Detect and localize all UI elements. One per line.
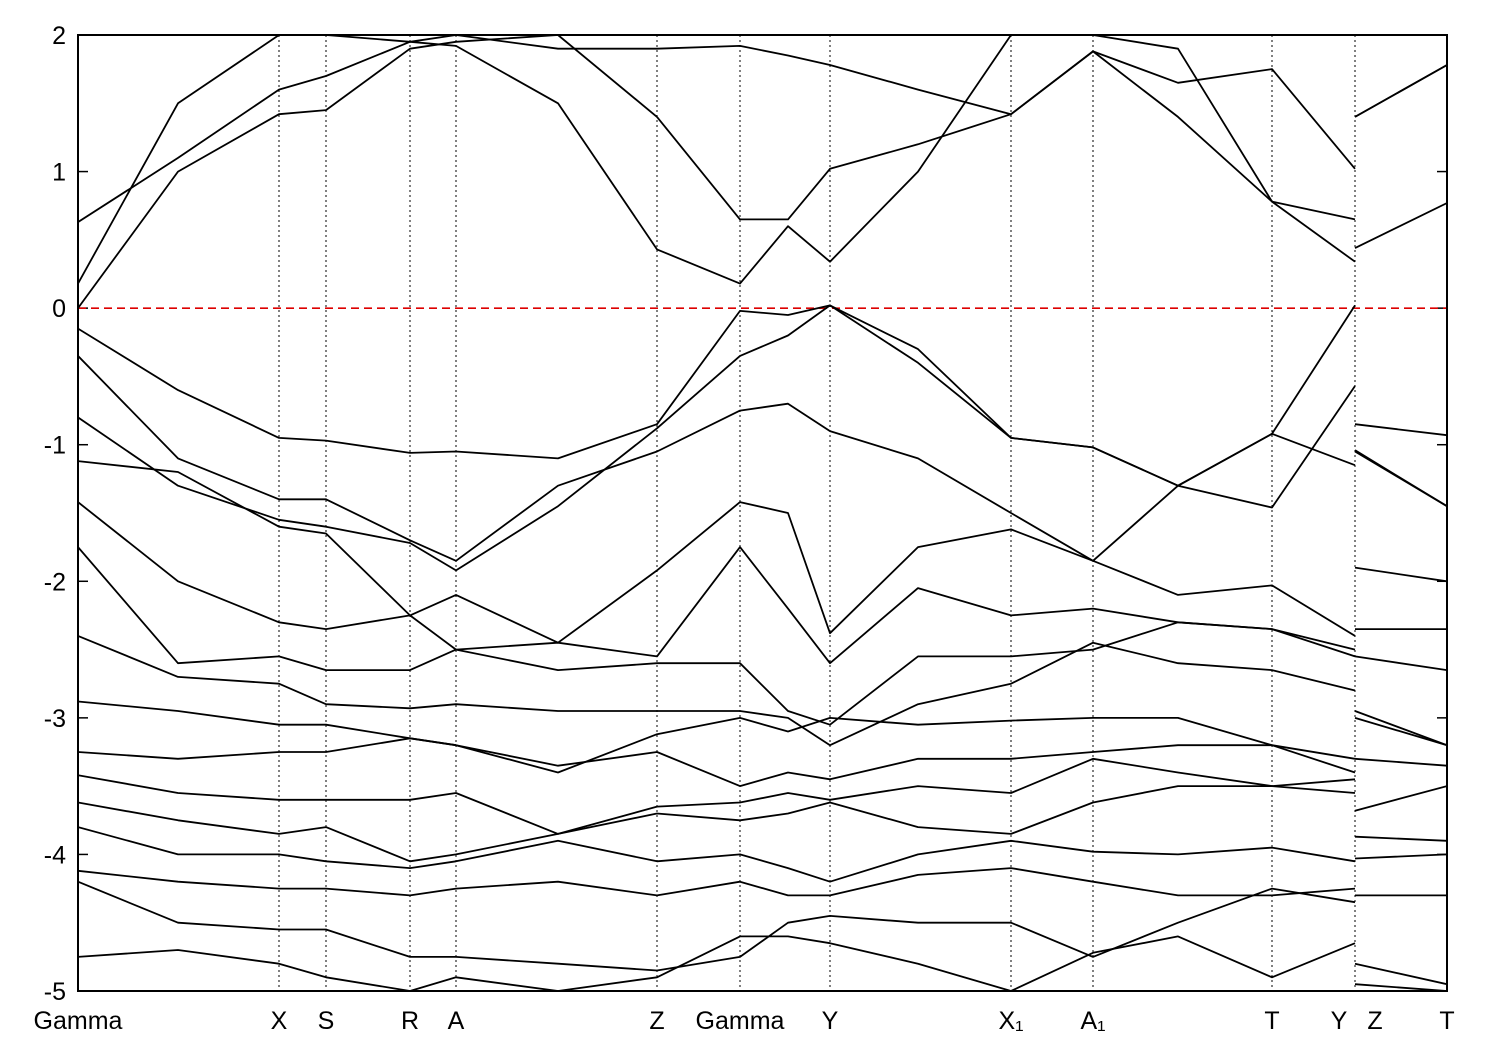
- x-tick-label: A: [448, 1007, 465, 1035]
- band-line: [78, 757, 1447, 835]
- x-tick-label: A₁: [1080, 1007, 1105, 1035]
- y-tick-label: -2: [44, 568, 66, 596]
- band-line: [78, 867, 1447, 897]
- band-line: [78, 35, 1447, 285]
- band-line: [78, 304, 1447, 487]
- x-tick-label: T: [1264, 1007, 1279, 1035]
- x-tick-label: X₁: [998, 1007, 1023, 1035]
- x-tick-label: T: [1439, 1007, 1454, 1035]
- band-line: [78, 826, 1447, 883]
- band-line: [78, 460, 1447, 644]
- band-line: [78, 35, 1447, 309]
- y-tick-label: 2: [52, 22, 66, 50]
- band-line: [78, 635, 1447, 747]
- y-tick-label: -5: [44, 978, 66, 1006]
- band-line: [78, 355, 1447, 562]
- x-tick-label: Gamma: [34, 1007, 123, 1035]
- y-tick-label: -1: [44, 432, 66, 460]
- band-line: [78, 304, 1447, 572]
- x-tick-label: Gamma: [696, 1007, 785, 1035]
- x-tick-label: S: [318, 1007, 335, 1035]
- x-tick-label: Y: [822, 1007, 839, 1035]
- band-line: [78, 935, 1447, 991]
- x-tick-label: X: [271, 1007, 288, 1035]
- y-tick-label: -3: [44, 705, 66, 733]
- plot-frame: [77, 34, 1448, 992]
- band-line: [78, 700, 1447, 774]
- band-line: [78, 501, 1447, 665]
- x-tick-label: Z: [1367, 1007, 1382, 1035]
- y-tick-label: -4: [44, 841, 66, 869]
- x-tick-label: Y: [1331, 1007, 1348, 1035]
- band-line: [78, 546, 1447, 726]
- x-tick-label: Z: [649, 1007, 664, 1035]
- y-tick-label: 0: [52, 295, 66, 323]
- band-line: [78, 785, 1447, 863]
- band-line: [78, 737, 1447, 787]
- y-tick-label: 1: [52, 159, 66, 187]
- x-tick-label: R: [401, 1007, 419, 1035]
- band-line: [78, 35, 1447, 223]
- band-line: [78, 880, 1447, 986]
